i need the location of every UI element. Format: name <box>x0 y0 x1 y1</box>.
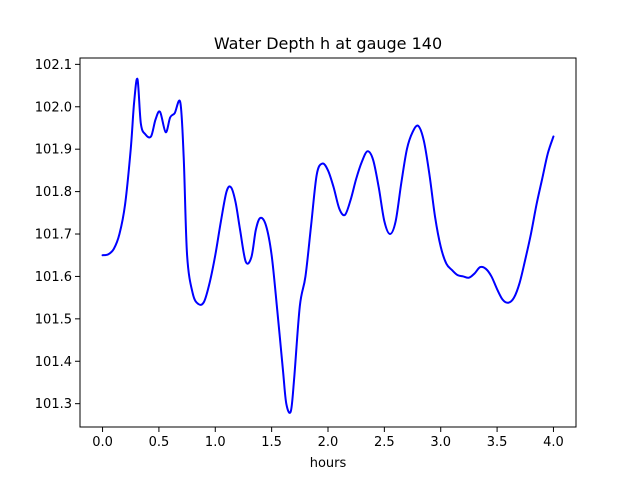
chart-title: Water Depth h at gauge 140 <box>214 34 442 53</box>
x-tick-label: 2.5 <box>374 435 395 450</box>
x-axis-ticks: 0.0 0.5 1.0 1.5 2.0 2.5 3.0 3.5 4.0 <box>92 427 564 450</box>
plot-frame <box>79 57 577 428</box>
x-tick-label: 3.0 <box>430 435 451 450</box>
y-tick-label: 102.0 <box>35 100 72 115</box>
y-tick-label: 101.9 <box>35 143 72 158</box>
x-tick-label: 2.0 <box>318 435 339 450</box>
y-tick-label: 101.7 <box>35 228 72 243</box>
plot-area: 0.0 0.5 1.0 1.5 2.0 2.5 3.0 3.5 4.0 101.3101.410… <box>35 57 577 450</box>
y-tick-label: 101.8 <box>35 185 72 200</box>
x-tick-label: 0.5 <box>149 435 170 450</box>
x-tick-label: 4.0 <box>543 435 564 450</box>
y-tick-label: 101.4 <box>35 355 72 370</box>
x-axis-label: hours <box>310 456 347 471</box>
water-depth-line <box>101 77 555 414</box>
y-tick-label: 101.3 <box>35 397 72 412</box>
y-tick-label: 101.5 <box>35 312 72 327</box>
x-tick-label: 1.0 <box>205 435 226 450</box>
y-axis-ticks: 101.3 101.4 101.5 101.6 101.7 101.8 101.9 102.0… <box>35 58 80 412</box>
y-tick-label: 102.1 <box>35 58 72 73</box>
x-tick-label: 0.0 <box>92 435 113 450</box>
x-tick-label: 1.5 <box>261 435 282 450</box>
y-tick-label: 101.6 <box>35 270 72 285</box>
x-tick-label: 3.5 <box>487 435 508 450</box>
